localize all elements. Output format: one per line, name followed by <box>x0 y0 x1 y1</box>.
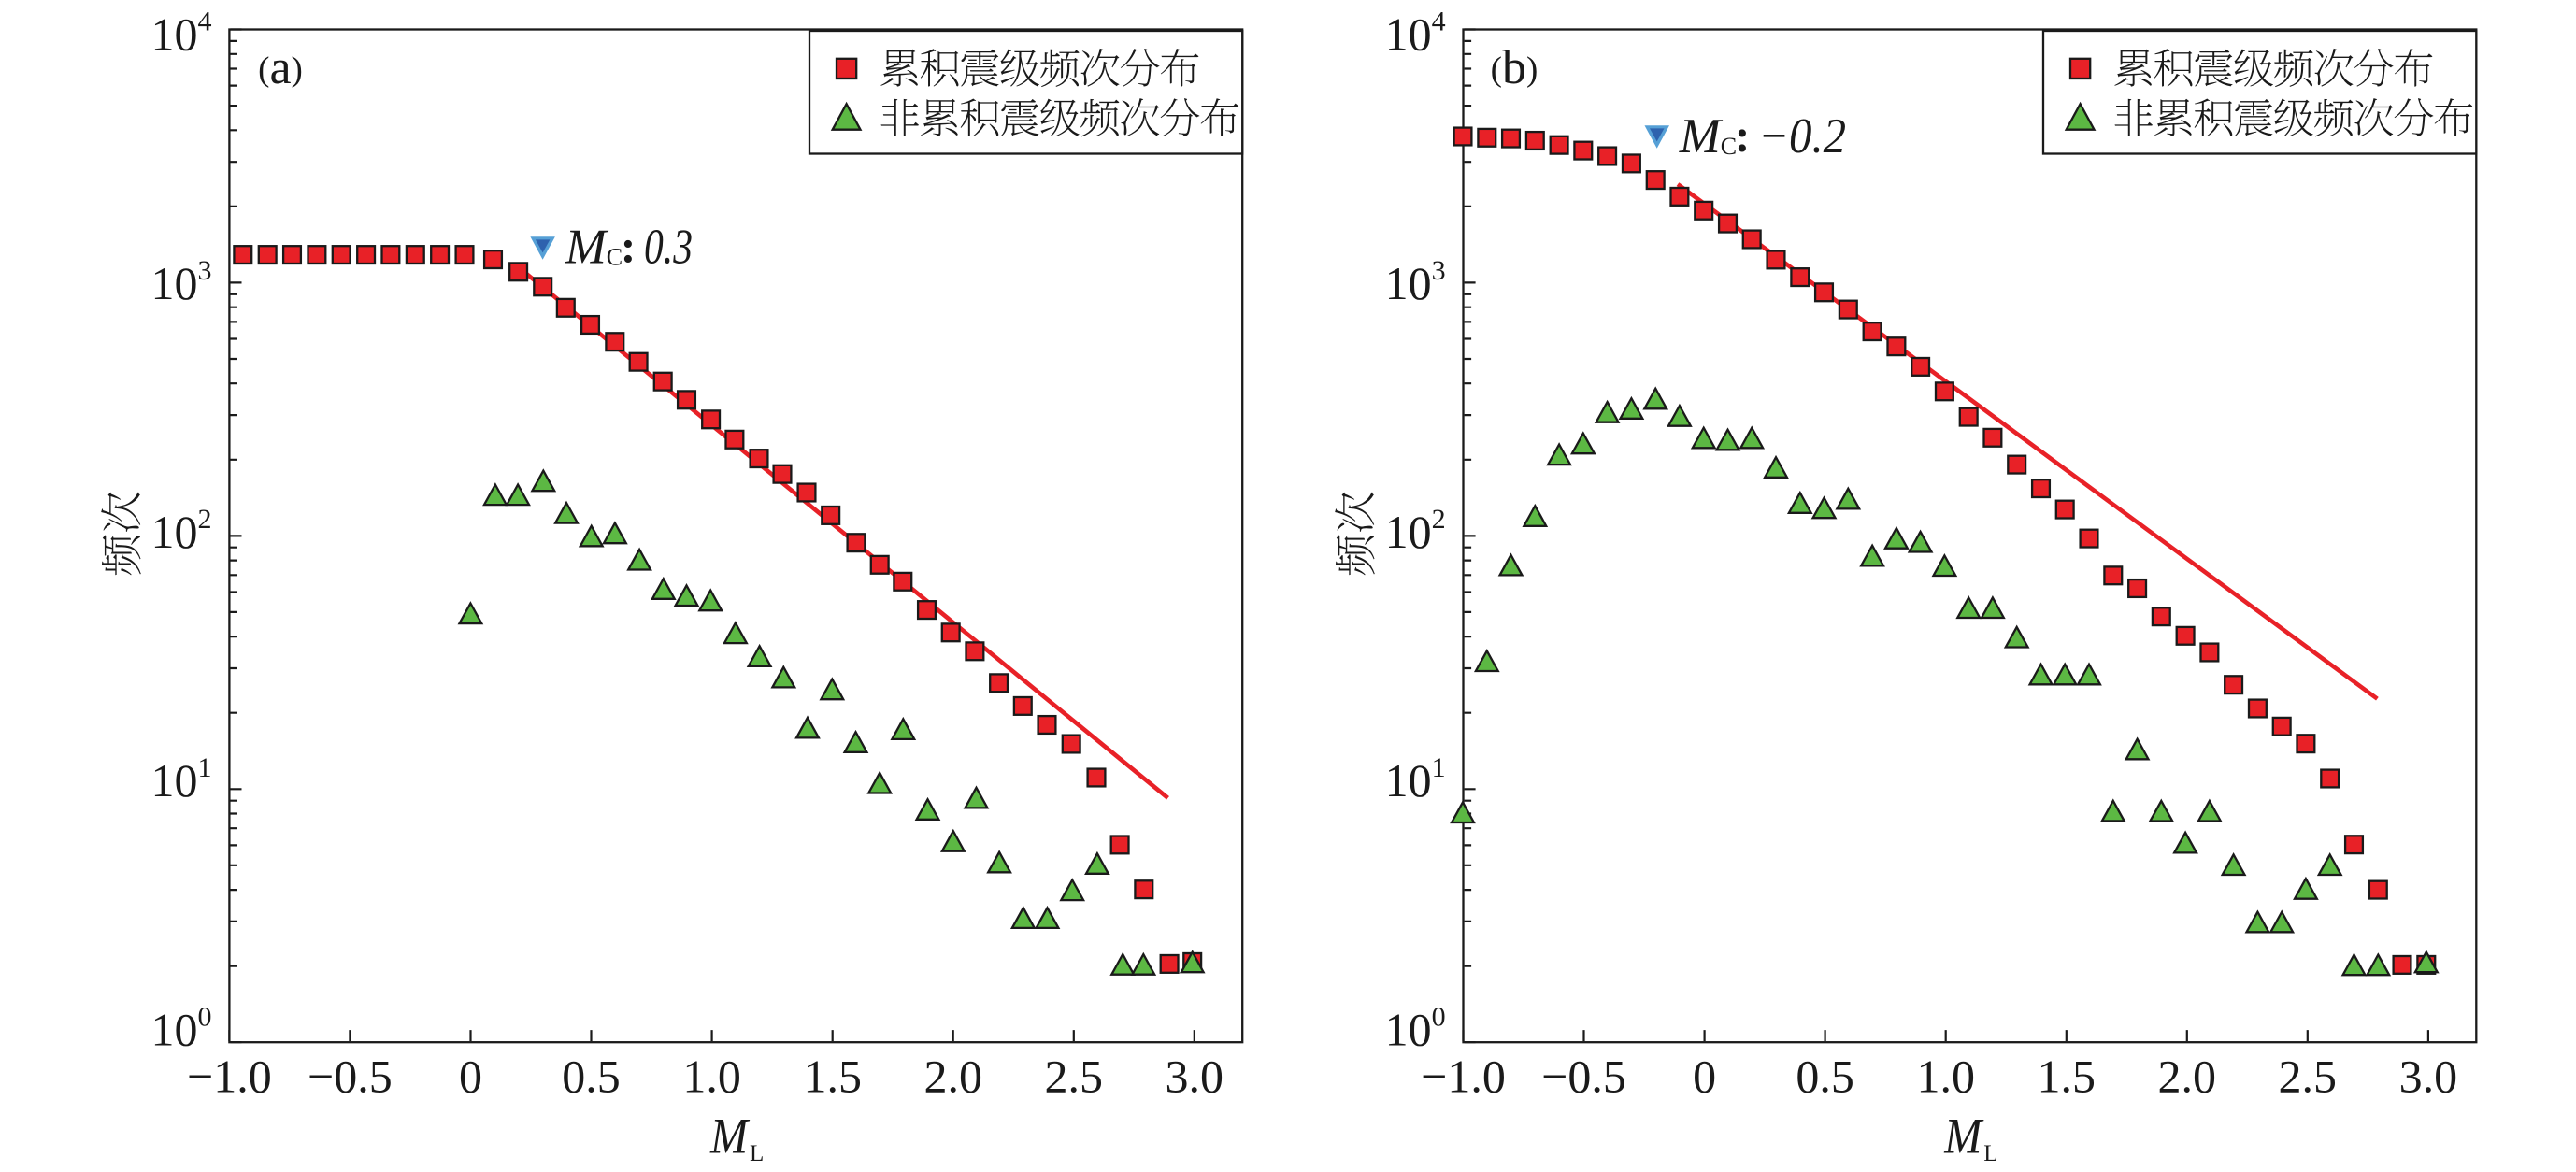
svg-text:−0.5: −0.5 <box>308 1051 393 1103</box>
svg-text:104: 104 <box>151 7 212 61</box>
svg-text:101: 101 <box>151 752 212 807</box>
svg-text:(a): (a) <box>258 41 303 94</box>
svg-text:3.0: 3.0 <box>2399 1051 2458 1103</box>
svg-text:100: 100 <box>151 1001 212 1055</box>
svg-text:0.5: 0.5 <box>562 1051 621 1103</box>
svg-text:2.0: 2.0 <box>2158 1051 2217 1103</box>
svg-text:0.3: 0.3 <box>644 220 693 274</box>
svg-text:103: 103 <box>151 255 212 309</box>
svg-text:1.5: 1.5 <box>803 1051 862 1103</box>
svg-text:M: M <box>565 220 609 274</box>
svg-text:2.5: 2.5 <box>2279 1051 2338 1103</box>
svg-text:C: C <box>1721 133 1737 160</box>
svg-text::: : <box>621 220 637 272</box>
svg-text:M: M <box>1679 109 1724 164</box>
svg-text:102: 102 <box>151 504 212 558</box>
svg-text:0: 0 <box>1693 1051 1716 1103</box>
svg-text:M: M <box>709 1108 751 1165</box>
svg-text:(b): (b) <box>1491 41 1538 94</box>
svg-text:2.5: 2.5 <box>1045 1051 1104 1103</box>
svg-text:100: 100 <box>1385 1001 1446 1055</box>
svg-text:L: L <box>1983 1141 1997 1166</box>
svg-text:M: M <box>1943 1108 1984 1165</box>
svg-text:1.0: 1.0 <box>682 1051 741 1103</box>
svg-text:−1.0: −1.0 <box>187 1051 272 1103</box>
svg-text:−1.0: −1.0 <box>1421 1051 1506 1103</box>
svg-text:103: 103 <box>1385 255 1446 309</box>
svg-text:104: 104 <box>1385 7 1446 61</box>
svg-text:0: 0 <box>459 1051 482 1103</box>
svg-text:−0.5: −0.5 <box>1541 1051 1626 1103</box>
svg-text:−0.2: −0.2 <box>1758 109 1846 164</box>
svg-text:2.0: 2.0 <box>923 1051 982 1103</box>
svg-text::: : <box>1735 109 1751 162</box>
svg-text:0.5: 0.5 <box>1796 1051 1854 1103</box>
svg-text:C: C <box>607 243 623 270</box>
svg-text:102: 102 <box>1385 504 1446 558</box>
svg-text:3.0: 3.0 <box>1166 1051 1224 1103</box>
svg-text:1.0: 1.0 <box>1916 1051 1975 1103</box>
svg-text:1.5: 1.5 <box>2038 1051 2097 1103</box>
svg-text:101: 101 <box>1385 752 1446 807</box>
svg-text:L: L <box>750 1141 764 1166</box>
